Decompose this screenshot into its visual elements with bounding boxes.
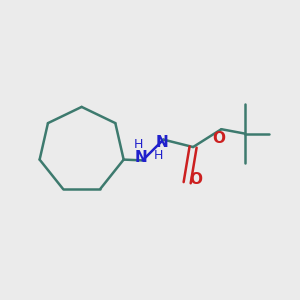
Text: N: N xyxy=(135,150,148,165)
Text: N: N xyxy=(155,135,168,150)
Text: H: H xyxy=(154,149,164,162)
Text: O: O xyxy=(189,172,202,187)
Text: H: H xyxy=(134,138,143,151)
Text: O: O xyxy=(212,130,225,146)
